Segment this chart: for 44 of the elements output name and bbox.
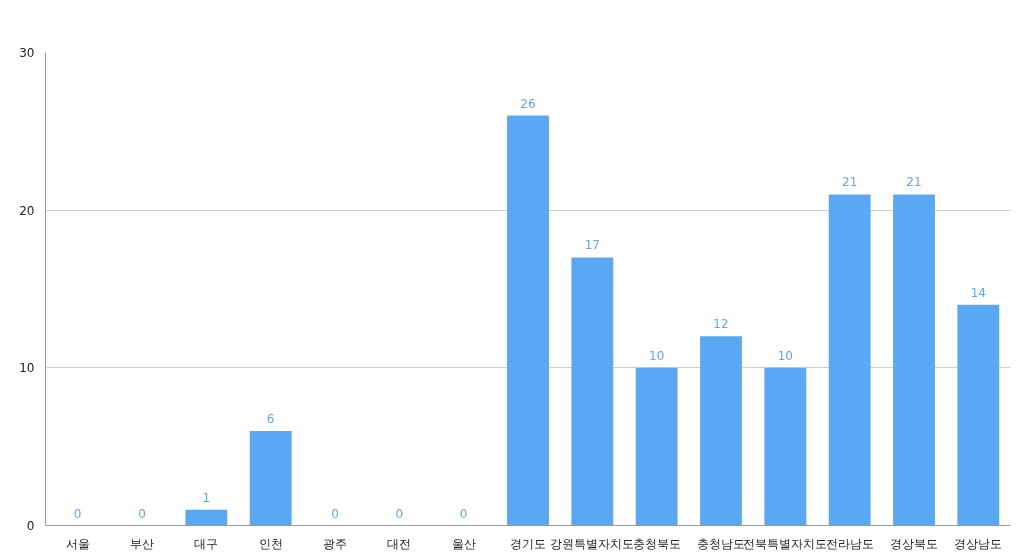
bar bbox=[249, 430, 292, 526]
y-tick-label: 20 bbox=[19, 203, 35, 218]
data-label: 21 bbox=[906, 175, 922, 190]
data-label: 12 bbox=[713, 317, 729, 332]
bar bbox=[635, 367, 678, 526]
x-tick-label: 울산 bbox=[451, 536, 476, 551]
x-tick-label: 강원특별자치도 bbox=[550, 536, 635, 551]
data-label: 0 bbox=[395, 506, 404, 521]
x-tick-label: 경상남도 bbox=[954, 536, 1003, 551]
x-tick-label: 경상북도 bbox=[890, 536, 938, 551]
y-tick-label: 0 bbox=[26, 519, 35, 533]
x-tick-label: 광주 bbox=[323, 536, 347, 551]
data-label: 10 bbox=[777, 348, 793, 363]
x-tick-label: 전북특별자치도 bbox=[743, 536, 828, 551]
data-label: 0 bbox=[331, 506, 339, 521]
x-tick-label: 부산 bbox=[130, 536, 154, 551]
bar bbox=[700, 336, 742, 526]
x-tick-label: 대구 bbox=[194, 536, 219, 551]
bar bbox=[893, 194, 935, 526]
data-label: 17 bbox=[584, 238, 600, 253]
data-label: 26 bbox=[520, 96, 536, 111]
bar bbox=[507, 115, 549, 526]
y-tick-label: 30 bbox=[19, 46, 35, 60]
x-tick-label: 충청남도 bbox=[697, 536, 745, 551]
bar bbox=[957, 304, 1000, 526]
y-tick-label: 10 bbox=[19, 361, 35, 376]
x-tick-label: 서울 bbox=[65, 536, 90, 551]
data-label: 0 bbox=[459, 506, 468, 521]
x-tick-label: 충청북도 bbox=[632, 536, 681, 551]
bar bbox=[764, 367, 807, 526]
data-label: 21 bbox=[842, 175, 858, 190]
data-label: 10 bbox=[649, 348, 665, 363]
bar bbox=[571, 257, 614, 526]
x-tick-label: 경기도 bbox=[510, 536, 546, 551]
bar bbox=[828, 194, 871, 526]
x-tick-label: 대전 bbox=[387, 536, 412, 551]
x-tick-label: 인천 bbox=[258, 536, 283, 551]
data-label: 1 bbox=[202, 490, 211, 505]
data-label: 0 bbox=[73, 506, 82, 521]
data-label: 6 bbox=[266, 411, 275, 426]
bar bbox=[185, 509, 228, 526]
data-label: 14 bbox=[970, 285, 986, 300]
x-tick-label: 전라남도 bbox=[825, 536, 874, 551]
data-label: 0 bbox=[138, 506, 146, 521]
